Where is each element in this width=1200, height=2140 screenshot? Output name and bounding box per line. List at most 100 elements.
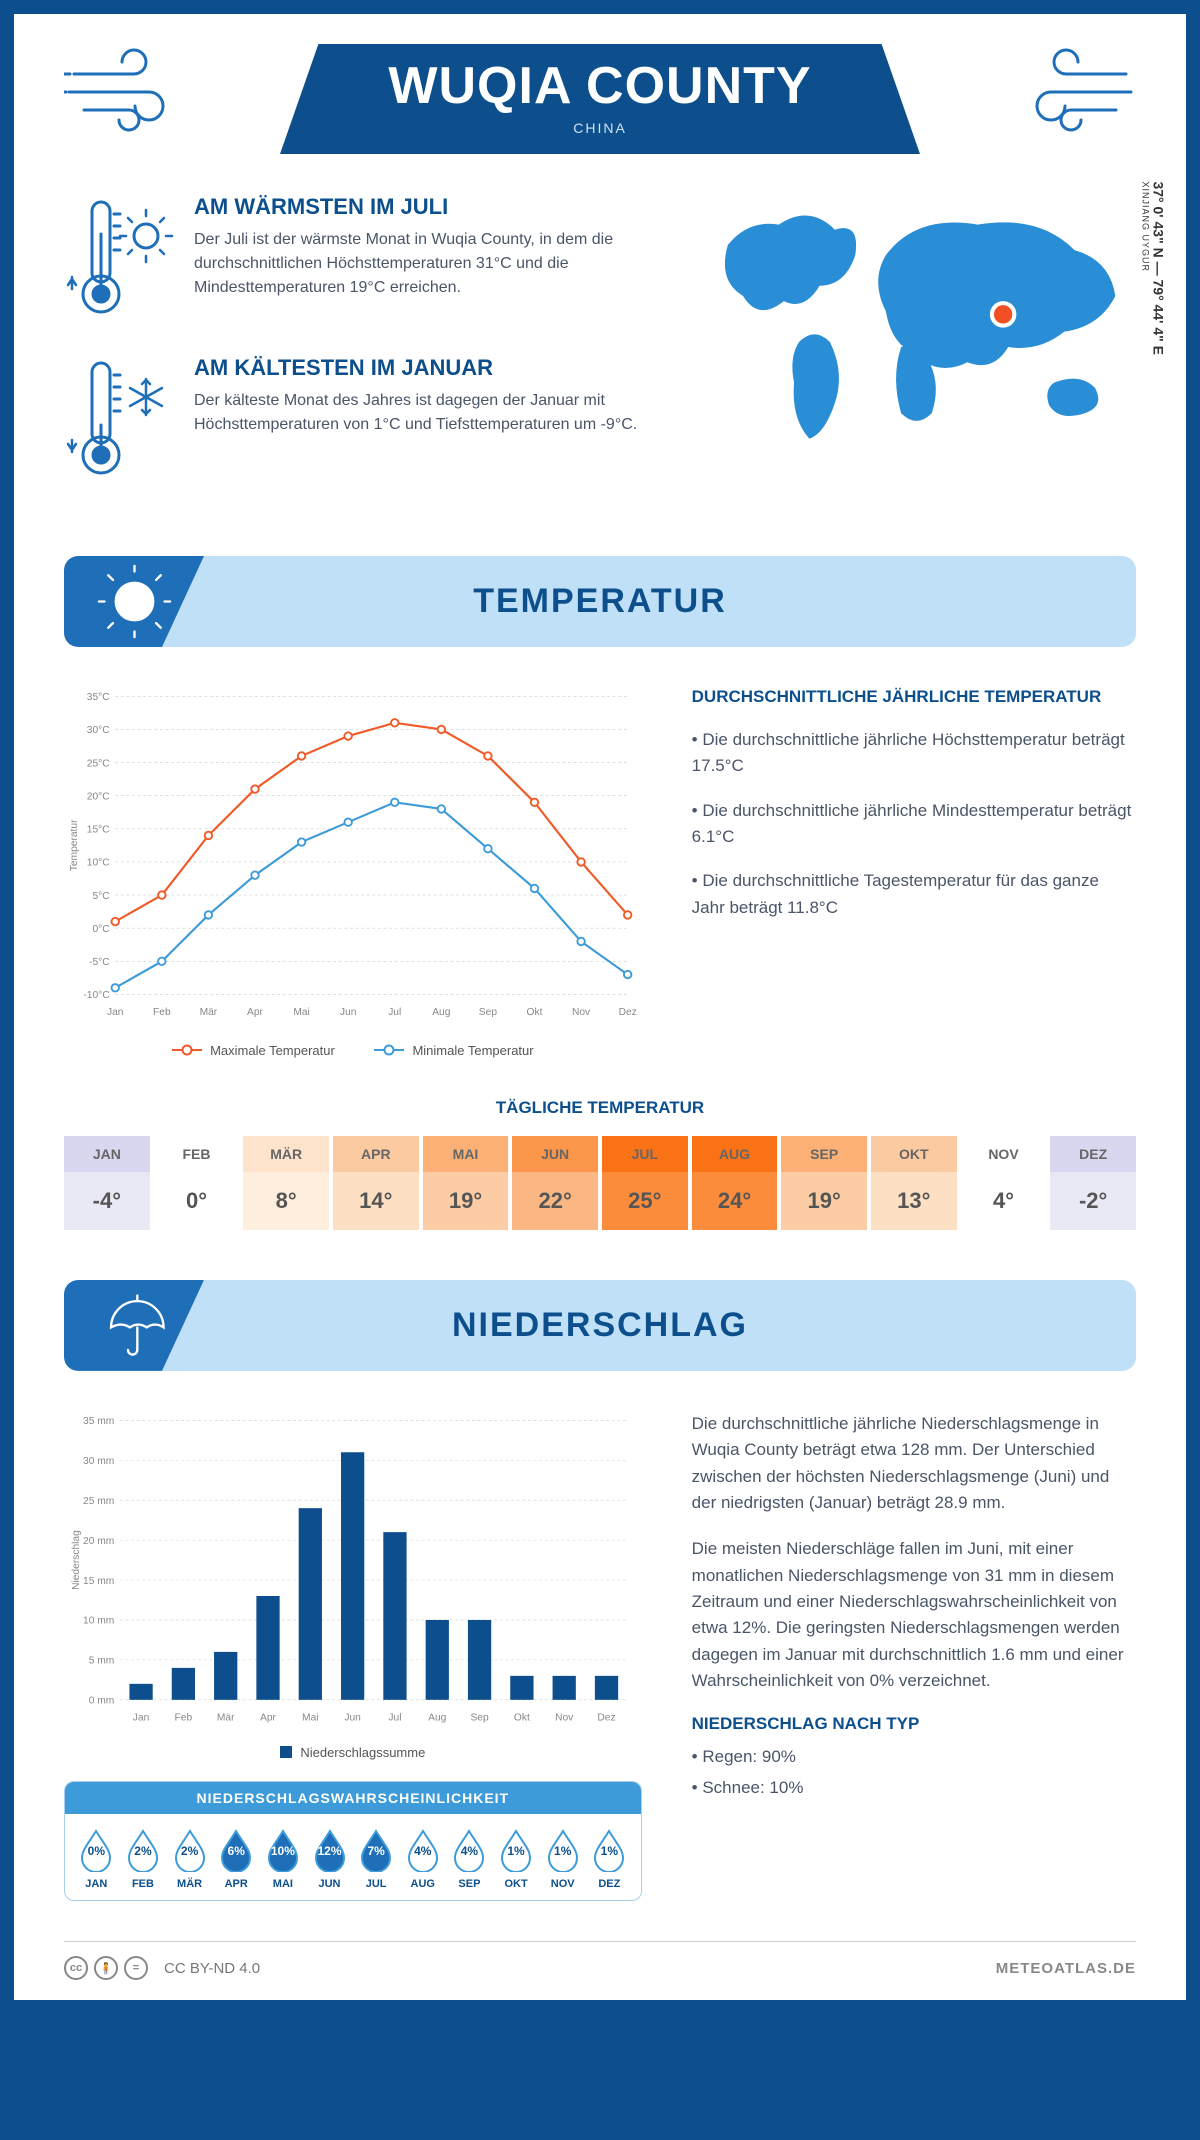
svg-text:-10°C: -10°C (83, 990, 109, 1001)
precip-para-2: Die meisten Niederschläge fallen im Juni… (692, 1536, 1136, 1694)
section-header-temp: TEMPERATUR (64, 556, 1136, 647)
svg-text:Jun: Jun (344, 1712, 361, 1723)
probability-cell: 12% JUN (306, 1828, 353, 1890)
probability-cell: 0% JAN (73, 1828, 120, 1890)
svg-text:Feb: Feb (153, 1007, 171, 1018)
section-header-precip: NIEDERSCHLAG (64, 1280, 1136, 1371)
svg-text:Feb: Feb (175, 1712, 193, 1723)
temperature-chart: -10°C-5°C0°C5°C10°C15°C20°C25°C30°C35°CJ… (64, 687, 642, 1058)
nd-icon: = (124, 1956, 148, 1980)
daily-cell: JAN -4° (64, 1136, 150, 1230)
svg-text:0°C: 0°C (92, 924, 109, 935)
daily-cell: JUL 25° (602, 1136, 688, 1230)
thermometer-sun-icon (64, 194, 174, 329)
svg-text:30°C: 30°C (87, 725, 110, 736)
legend-min: Minimale Temperatur (412, 1043, 533, 1058)
probability-cell: 4% AUG (399, 1828, 446, 1890)
by-icon: 🧍 (94, 1956, 118, 1980)
svg-text:Jun: Jun (340, 1007, 357, 1018)
daily-cell: JUN 22° (512, 1136, 598, 1230)
warmest-text: Der Juli ist der wärmste Monat in Wuqia … (194, 228, 647, 300)
cc-icon: cc (64, 1956, 88, 1980)
world-map: 37° 0' 43" N — 79° 44' 4" E XINJIANG UYG… (687, 194, 1136, 516)
probability-cell: 1% NOV (539, 1828, 586, 1890)
probability-cell: 1% DEZ (586, 1828, 633, 1890)
svg-text:Dez: Dez (619, 1007, 637, 1018)
svg-text:Jul: Jul (388, 1007, 401, 1018)
svg-text:25°C: 25°C (87, 758, 110, 769)
probability-cell: 10% MAI (260, 1828, 307, 1890)
warmest-title: AM WÄRMSTEN IM JULI (194, 194, 647, 220)
probability-cell: 4% SEP (446, 1828, 493, 1890)
precip-type-1: • Regen: 90% (692, 1744, 1136, 1770)
section-title-temp: TEMPERATUR (64, 582, 1136, 621)
temp-bullet-2: • Die durchschnittliche jährliche Mindes… (692, 798, 1136, 851)
probability-cell: 7% JUL (353, 1828, 400, 1890)
precip-type-heading: NIEDERSCHLAG NACH TYP (692, 1714, 1136, 1734)
footer: cc 🧍 = CC BY-ND 4.0 METEOATLAS.DE (64, 1941, 1136, 1980)
temp-bullet-1: • Die durchschnittliche jährliche Höchst… (692, 727, 1136, 780)
svg-text:25 mm: 25 mm (83, 1496, 114, 1507)
svg-text:20°C: 20°C (87, 791, 110, 802)
svg-text:Nov: Nov (555, 1712, 574, 1723)
daily-cell: OKT 13° (871, 1136, 957, 1230)
svg-text:10 mm: 10 mm (83, 1616, 114, 1627)
coordinates: 37° 0' 43" N — 79° 44' 4" E XINJIANG UYG… (1141, 181, 1167, 355)
sun-icon (64, 556, 204, 647)
daily-temp-table: JAN -4° FEB 0° MÄR 8° APR 14° MAI 19° JU… (64, 1136, 1136, 1230)
svg-text:Nov: Nov (572, 1007, 591, 1018)
country-label: CHINA (350, 120, 850, 136)
brand: METEOATLAS.DE (996, 1960, 1136, 1977)
svg-text:Temperatur: Temperatur (69, 819, 80, 871)
svg-text:20 mm: 20 mm (83, 1536, 114, 1547)
svg-text:15 mm: 15 mm (83, 1576, 114, 1587)
svg-text:Okt: Okt (514, 1712, 530, 1723)
daily-temp-title: TÄGLICHE TEMPERATUR (64, 1098, 1136, 1118)
svg-text:Jul: Jul (388, 1712, 401, 1723)
page-title: WUQIA COUNTY (350, 56, 850, 116)
svg-text:Dez: Dez (597, 1712, 615, 1723)
svg-text:Mär: Mär (217, 1712, 235, 1723)
svg-text:Mär: Mär (200, 1007, 218, 1018)
title-banner: WUQIA COUNTY CHINA (280, 44, 920, 154)
svg-text:-5°C: -5°C (89, 957, 110, 968)
svg-text:35 mm: 35 mm (83, 1416, 114, 1427)
warmest-block: AM WÄRMSTEN IM JULI Der Juli ist der wär… (64, 194, 647, 329)
svg-text:Aug: Aug (428, 1712, 447, 1723)
svg-text:Aug: Aug (432, 1007, 451, 1018)
section-title-precip: NIEDERSCHLAG (64, 1306, 1136, 1345)
svg-text:Mai: Mai (302, 1712, 319, 1723)
probability-cell: 2% FEB (120, 1828, 167, 1890)
header: WUQIA COUNTY CHINA (64, 44, 1136, 154)
probability-cell: 6% APR (213, 1828, 260, 1890)
daily-cell: DEZ -2° (1050, 1136, 1136, 1230)
probability-cell: 1% OKT (493, 1828, 540, 1890)
license-text: CC BY-ND 4.0 (164, 1960, 260, 1977)
coldest-text: Der kälteste Monat des Jahres ist dagege… (194, 389, 647, 437)
wind-icon (1006, 44, 1136, 134)
license-icons: cc 🧍 = CC BY-ND 4.0 (64, 1956, 260, 1980)
daily-cell: APR 14° (333, 1136, 419, 1230)
probability-cell: 2% MÄR (166, 1828, 213, 1890)
svg-text:Sep: Sep (479, 1007, 498, 1018)
svg-text:0 mm: 0 mm (89, 1695, 115, 1706)
probability-box: NIEDERSCHLAGSWAHRSCHEINLICHKEIT 0% JAN 2… (64, 1781, 642, 1901)
svg-text:5 mm: 5 mm (89, 1656, 115, 1667)
precip-type-2: • Schnee: 10% (692, 1775, 1136, 1801)
thermometer-snow-icon (64, 355, 174, 490)
svg-text:Apr: Apr (260, 1712, 277, 1723)
umbrella-icon (64, 1280, 204, 1371)
svg-text:10°C: 10°C (87, 858, 110, 869)
coldest-title: AM KÄLTESTEN IM JANUAR (194, 355, 647, 381)
probability-title: NIEDERSCHLAGSWAHRSCHEINLICHKEIT (65, 1782, 641, 1814)
coldest-block: AM KÄLTESTEN IM JANUAR Der kälteste Mona… (64, 355, 647, 490)
svg-text:Mai: Mai (293, 1007, 310, 1018)
temp-bullet-3: • Die durchschnittliche Tagestemperatur … (692, 868, 1136, 921)
legend-precip: Niederschlagssumme (300, 1745, 425, 1760)
svg-text:Apr: Apr (247, 1007, 264, 1018)
svg-text:5°C: 5°C (92, 891, 109, 902)
svg-text:Okt: Okt (527, 1007, 543, 1018)
precip-para-1: Die durchschnittliche jährliche Niedersc… (692, 1411, 1136, 1516)
svg-text:35°C: 35°C (87, 692, 110, 703)
svg-text:Sep: Sep (470, 1712, 489, 1723)
